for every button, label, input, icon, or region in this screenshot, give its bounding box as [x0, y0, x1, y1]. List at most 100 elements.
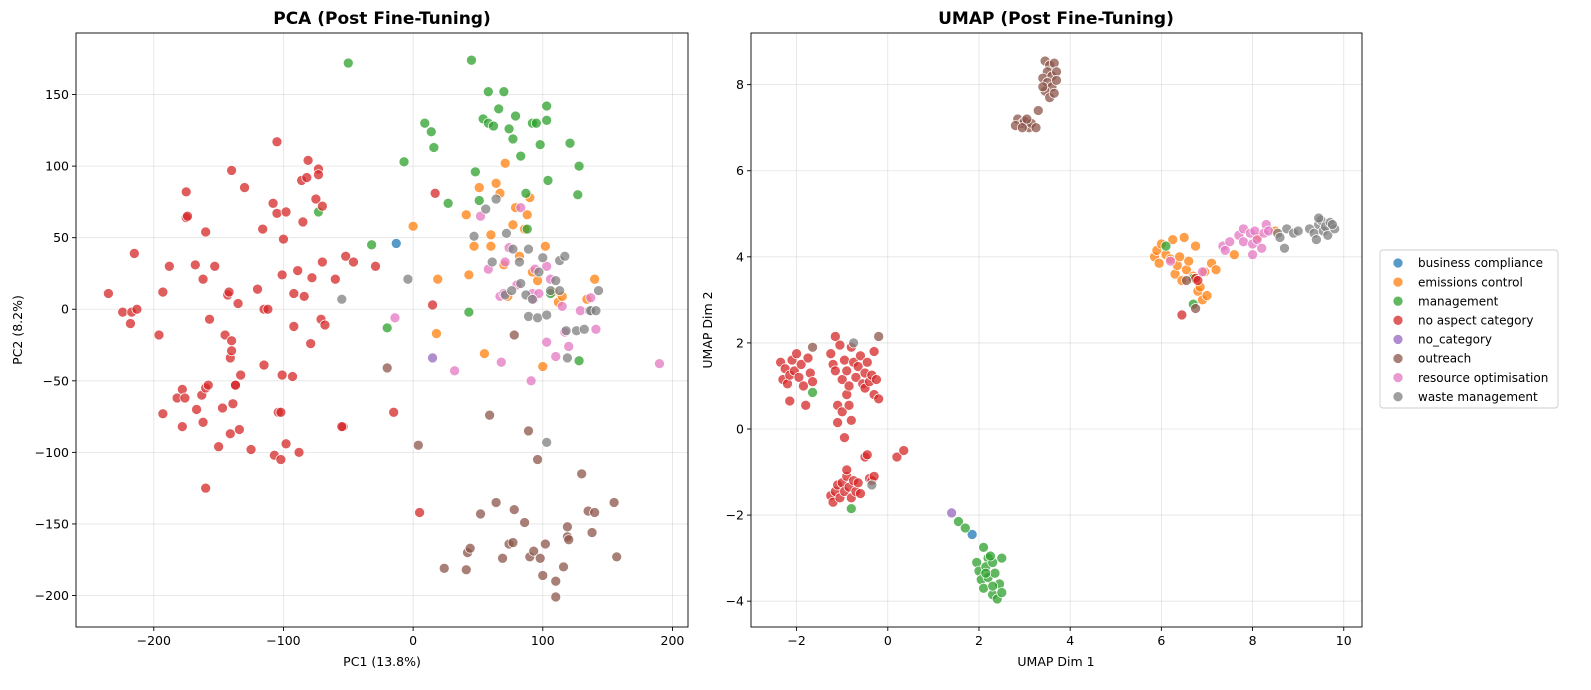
umap-ytick-label: 8: [736, 77, 744, 92]
umap-point-management: [996, 552, 1008, 564]
pca-point-no-aspect-category: [336, 421, 348, 432]
umap-point-no-aspect-category: [852, 361, 864, 372]
umap-ytick-label: 0: [736, 422, 744, 437]
pca-point-management: [470, 166, 481, 178]
legend-label-business-compliance: business compliance: [1418, 256, 1543, 270]
pca-point-no-aspect-category: [370, 260, 381, 272]
pca-point-management: [572, 189, 584, 201]
umap-point-management: [807, 387, 818, 398]
pca-point-emissions-control: [589, 273, 600, 285]
pca-point-management: [366, 239, 377, 251]
pca-point-management: [482, 86, 494, 98]
pca-point-emissions-control: [431, 328, 442, 339]
pca-point-management: [466, 54, 477, 66]
pca-point-waste-management: [527, 293, 538, 305]
pca-point-management: [534, 139, 546, 150]
pca-point-no-aspect-category: [252, 283, 263, 295]
legend-label-no-category: no_category: [1418, 333, 1492, 347]
pca-point-waste-management: [507, 243, 519, 255]
pca-point-no-aspect-category: [310, 193, 322, 205]
pca-point-outreach: [589, 507, 600, 518]
umap-point-outreach: [1181, 275, 1192, 286]
pca-point-emissions-control: [485, 240, 497, 252]
umap-point-no-aspect-category: [871, 374, 882, 385]
pca-y-label: PC2 (8.2%): [10, 295, 25, 365]
pca-point-waste-management: [514, 256, 525, 268]
pca-point-no-aspect-category: [317, 256, 328, 268]
pca-point-management: [507, 133, 519, 145]
pca-point-waste-management: [590, 305, 602, 317]
pca-point-resource-optimisation: [449, 365, 460, 377]
umap-point-no-aspect-category: [800, 399, 812, 411]
pca-point-resource-optimisation: [585, 292, 597, 304]
pca-point-waste-management: [541, 309, 553, 321]
umap-point-emissions-control: [1174, 251, 1185, 263]
umap-plot-area: [750, 32, 1363, 628]
pca-point-no-aspect-category: [275, 406, 287, 418]
pca-point-no-aspect-category: [157, 286, 169, 298]
pca-point-outreach: [519, 517, 530, 528]
pca-point-no-aspect-category: [179, 392, 191, 404]
umap-point-emissions-control: [1183, 255, 1195, 267]
pca-point-management: [463, 306, 475, 318]
umap-point-waste-management: [1327, 219, 1338, 230]
umap-ticks: −2 0 2 4 6 8 10 −4 −2 0 2 4 6 8: [726, 77, 1352, 648]
umap-point-no-aspect-category: [839, 354, 850, 366]
pca-point-no-aspect-category: [117, 306, 129, 318]
umap-point-management: [996, 587, 1008, 598]
pca-point-no-aspect-category: [245, 444, 257, 455]
pca-point-no-aspect-category: [213, 441, 224, 453]
umap-point-waste-management: [1274, 232, 1286, 243]
umap-point-no-aspect-category: [793, 371, 805, 383]
umap-point-emissions-control: [1210, 264, 1222, 276]
pca-point-outreach: [497, 552, 508, 564]
umap-point-no-aspect-category: [861, 356, 873, 368]
pca-point-waste-management: [523, 311, 534, 322]
pca-point-no-aspect-category: [297, 216, 309, 228]
umap-point-no-aspect-category: [791, 348, 802, 360]
umap-point-business-compliance: [966, 529, 978, 540]
pca-point-no-aspect-category: [348, 256, 359, 268]
pca-point-no-aspect-category: [288, 321, 300, 332]
pca-point-management: [342, 57, 354, 69]
pca-point-waste-management: [560, 325, 572, 337]
umap-point-no-category: [946, 507, 957, 519]
umap-point-management: [980, 567, 992, 579]
pca-point-no-aspect-category: [298, 291, 310, 302]
pca-point-no-aspect-category: [217, 402, 228, 414]
pca-point-no-aspect-category: [292, 265, 304, 276]
pca-point-no-aspect-category: [278, 233, 289, 245]
pca-point-waste-management: [336, 293, 348, 305]
pca-point-emissions-control: [485, 229, 497, 241]
umap-panel: UMAP (Post Fine-Tuning) −2 0 2 4 6 8 10 −4 −2 0 2 4…: [700, 9, 1363, 669]
pca-point-emissions-control: [473, 182, 485, 193]
pca-point-no-aspect-category: [164, 260, 175, 272]
pca-point-outreach: [475, 508, 486, 520]
umap-point-no-aspect-category: [850, 371, 862, 383]
pca-point-management: [381, 322, 393, 334]
pca-point-no-aspect-category: [209, 260, 221, 272]
pca-point-waste-management: [578, 323, 590, 335]
pca-point-no-aspect-category: [271, 136, 283, 148]
umap-point-no-aspect-category: [832, 417, 843, 428]
umap-point-outreach: [1037, 81, 1049, 93]
pca-ytick-label: −50: [43, 373, 69, 388]
umap-point-no-aspect-category: [1192, 275, 1204, 286]
pca-point-outreach: [576, 468, 588, 480]
umap-point-no-aspect-category: [855, 350, 866, 362]
pca-point-management: [503, 123, 515, 135]
pca-point-resource-optimisation: [563, 341, 575, 352]
umap-ytick-label: −4: [726, 594, 744, 609]
pca-point-no-aspect-category: [182, 210, 193, 222]
pca-point-outreach: [550, 591, 562, 603]
legend-marker-business-compliance: [1392, 257, 1404, 269]
pca-point-outreach: [608, 497, 620, 508]
pca-point-outreach: [528, 545, 540, 557]
legend-label-no-aspect-category: no aspect category: [1418, 314, 1534, 328]
pca-ytick-label: −200: [35, 588, 69, 603]
legend-label-waste-management: waste management: [1418, 390, 1538, 404]
pca-ytick-label: 50: [53, 230, 69, 245]
umap-title: UMAP (Post Fine-Tuning): [938, 9, 1174, 29]
umap-point-no-aspect-category: [836, 406, 848, 418]
pca-point-no-aspect-category: [200, 226, 212, 238]
